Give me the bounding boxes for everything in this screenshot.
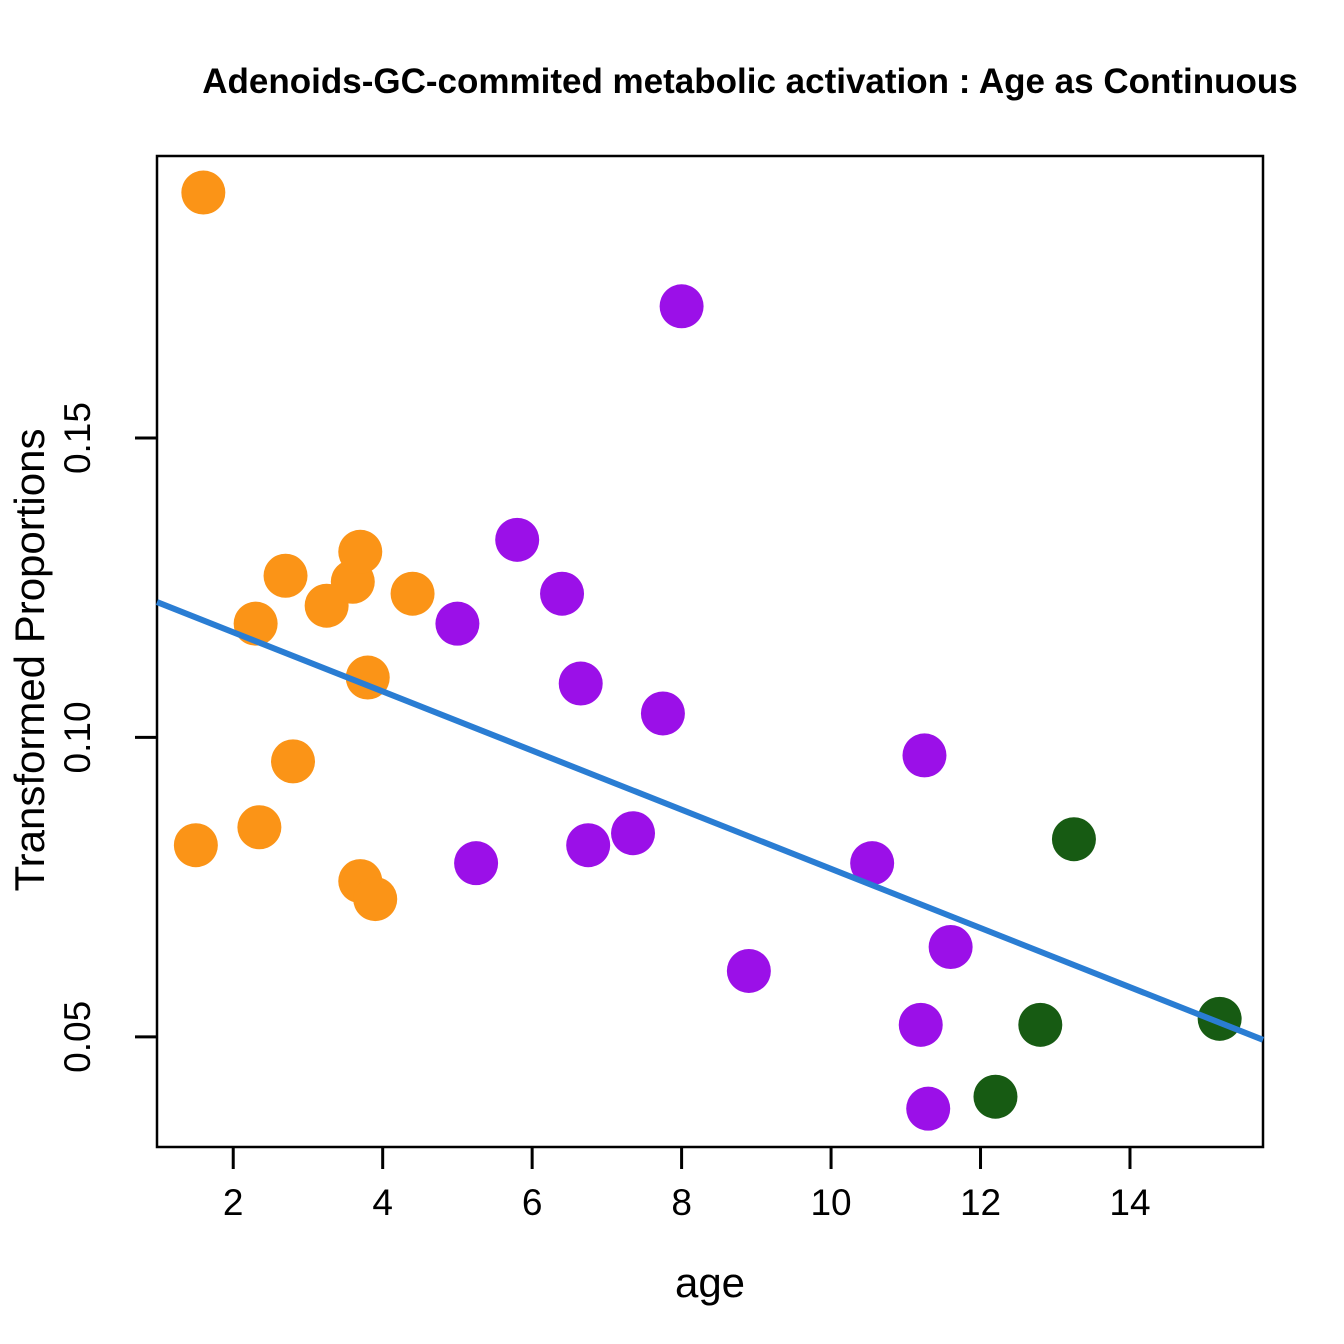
data-point-purple-group <box>928 925 973 970</box>
x-tick-label: 6 <box>522 1182 543 1223</box>
data-point-orange-group <box>181 170 226 215</box>
y-tick-label: 0.10 <box>57 701 98 773</box>
x-axis-label: age <box>674 1259 746 1306</box>
data-point-purple-group <box>611 811 656 856</box>
data-point-green-group <box>973 1074 1018 1119</box>
y-tick-label: 0.15 <box>57 402 98 474</box>
data-point-purple-group <box>906 1086 951 1131</box>
y-axis-label: Transformed Proportions <box>6 428 53 892</box>
y-tick-label: 0.05 <box>57 1001 98 1073</box>
data-point-purple-group <box>898 1002 943 1047</box>
x-tick-label: 2 <box>223 1182 244 1223</box>
data-point-purple-group <box>558 661 603 706</box>
data-point-purple-group <box>435 601 480 646</box>
data-point-purple-group <box>850 841 895 886</box>
data-point-purple-group <box>495 517 540 562</box>
data-point-purple-group <box>902 733 947 778</box>
x-tick-label: 8 <box>671 1182 692 1223</box>
data-point-orange-group <box>353 877 398 922</box>
data-point-purple-group <box>726 948 771 993</box>
data-point-green-group <box>1018 1002 1063 1047</box>
data-point-purple-group <box>659 284 704 329</box>
x-tick-label: 10 <box>810 1182 851 1223</box>
data-point-orange-group <box>263 553 308 598</box>
data-point-purple-group <box>566 823 611 868</box>
trend-line <box>155 599 1265 1043</box>
data-point-green-group <box>1051 817 1096 862</box>
x-tick-label: 4 <box>372 1182 393 1223</box>
x-tick-label: 12 <box>960 1182 1001 1223</box>
plot-box <box>155 154 1265 1149</box>
data-point-orange-group <box>271 739 316 784</box>
data-point-purple-group <box>640 691 685 736</box>
data-point-orange-group <box>173 823 218 868</box>
data-point-purple-group <box>540 571 585 616</box>
data-point-orange-group <box>237 805 282 850</box>
data-point-orange-group <box>390 571 435 616</box>
data-point-purple-group <box>454 841 499 886</box>
data-point-orange-group <box>338 529 383 574</box>
chart-title: Adenoids-GC-commited metabolic activatio… <box>202 62 1298 101</box>
x-tick-label: 14 <box>1109 1182 1150 1223</box>
